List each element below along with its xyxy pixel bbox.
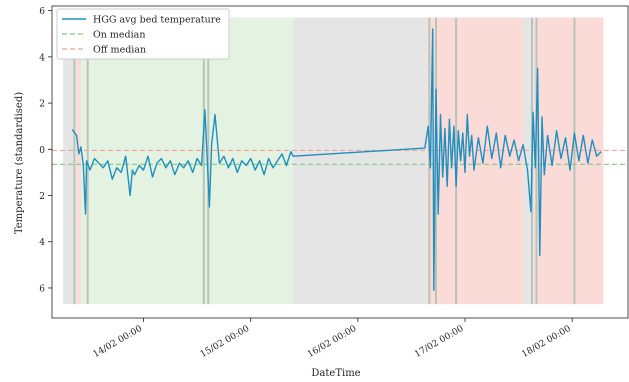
y-tick-label: 4 bbox=[39, 53, 45, 63]
legend-label: On median bbox=[93, 30, 145, 41]
y-tick-label: 0 bbox=[39, 146, 45, 156]
y-tick-label: 2 bbox=[39, 192, 45, 202]
region-idle bbox=[63, 17, 77, 305]
legend: HGG avg bed temperature On median Off medi… bbox=[56, 8, 230, 60]
region-idle bbox=[523, 17, 535, 305]
y-tick-label: 6 bbox=[39, 284, 45, 294]
x-axis-label: DateTime bbox=[311, 368, 360, 379]
x-tick-label: 15/02 00:00 bbox=[199, 324, 252, 360]
x-tick-label: 18/02 00:00 bbox=[520, 324, 573, 360]
region-idle bbox=[293, 17, 428, 305]
state-transition-lines bbox=[73, 17, 576, 305]
region-on bbox=[81, 17, 294, 305]
series-line bbox=[71, 28, 602, 291]
x-tick-label: 16/02 00:00 bbox=[306, 324, 359, 360]
y-tick-label: 4 bbox=[39, 238, 45, 248]
x-tick-label: 17/02 00:00 bbox=[413, 324, 466, 360]
y-tick-label: 2 bbox=[39, 100, 45, 110]
legend-label: HGG avg bed temperature bbox=[93, 15, 221, 26]
state-regions bbox=[63, 17, 604, 305]
legend-label: Off median bbox=[93, 45, 146, 56]
plot-frame bbox=[51, 5, 629, 319]
x-tick-label: 14/02 00:00 bbox=[92, 324, 145, 360]
legend-frame bbox=[56, 8, 230, 60]
y-axis: 6 4 2 0 2 4 6 bbox=[39, 7, 52, 294]
series-layer bbox=[71, 28, 602, 291]
y-tick-label: 6 bbox=[39, 7, 45, 17]
region-off bbox=[76, 17, 82, 305]
x-axis: 14/02 00:00 15/02 00:00 16/02 00:00 17/02 0… bbox=[92, 318, 573, 360]
y-axis-label: Temperature (standardised) bbox=[14, 92, 25, 234]
